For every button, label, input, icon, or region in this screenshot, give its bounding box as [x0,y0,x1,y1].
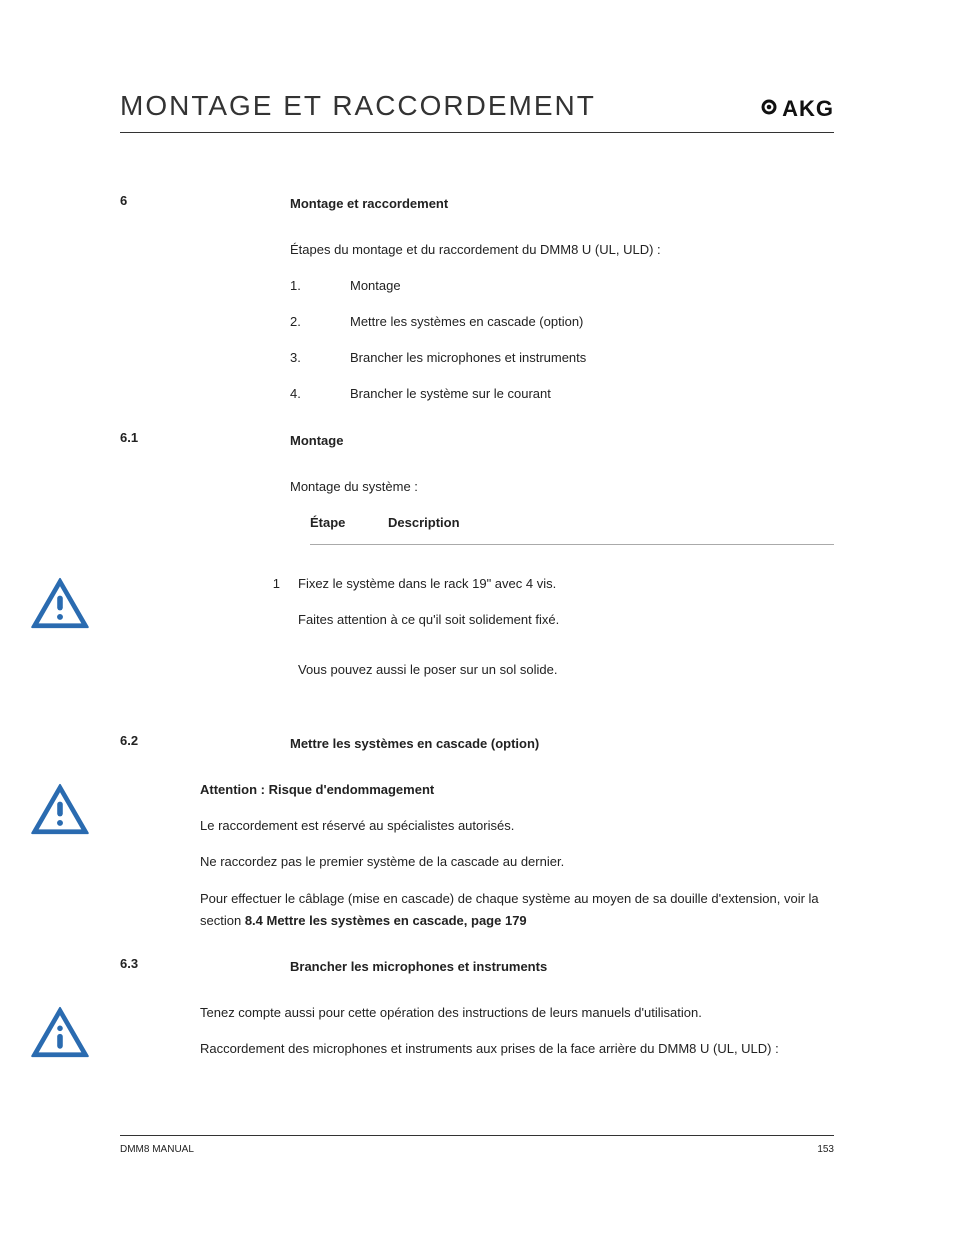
intro-text: Montage du système : [290,476,834,498]
footer: DMM8 MANUAL 153 [120,1135,834,1155]
paragraph: Ne raccordez pas le premier système de l… [200,851,834,873]
list-item: 1. Montage [290,275,834,297]
list-num: 4. [290,383,350,405]
warning-title: Attention : Risque d'endommagement [200,779,834,801]
caution-icon [30,573,120,634]
brand-logo: AKG [760,96,834,122]
paragraph: Tenez compte aussi pour cette opération … [200,1002,834,1024]
page: MONTAGE ET RACCORDEMENT AKG 6 Montage et… [0,0,954,1235]
section-61-row1: 1 Fixez le système dans le rack 19" avec… [120,573,834,695]
list-text: Mettre les systèmes en cascade (option) [350,311,583,333]
section-6-heading: 6 Montage et raccordement [120,193,834,215]
section-number: 6 [120,193,290,208]
table-header-step: Étape [310,512,388,534]
list-num: 1. [290,275,350,297]
section-62-body: Attention : Risque d'endommagement Le ra… [120,779,834,945]
section-61-body: Montage du système : Étape Description [120,476,834,563]
paragraph: Raccordement des microphones et instrume… [200,1038,834,1060]
table-row: 1 Fixez le système dans le rack 19" avec… [220,573,834,645]
section-title: Brancher les microphones et instruments [290,956,834,978]
section-number: 6.3 [120,956,290,971]
caution-icon [30,779,120,840]
section-title: Montage [290,430,834,452]
brand-text: AKG [782,96,834,122]
list-text: Montage [350,275,401,297]
step-text: Vous pouvez aussi le poser sur un sol so… [298,659,834,681]
section-63-heading: 6.3 Brancher les microphones et instrume… [120,956,834,978]
step-number: 1 [220,573,298,645]
list-text: Brancher le système sur le courant [350,383,551,405]
page-title: MONTAGE ET RACCORDEMENT [120,90,596,122]
list-text: Brancher les microphones et instruments [350,347,586,369]
footer-left: DMM8 MANUAL [120,1144,194,1155]
list-num: 2. [290,311,350,333]
section-62-heading: 6.2 Mettre les systèmes en cascade (opti… [120,733,834,755]
paragraph: Le raccordement est réservé au spécialis… [200,815,834,837]
list-item: 2. Mettre les systèmes en cascade (optio… [290,311,834,333]
step-text: Faites attention à ce qu'il soit solidem… [298,609,834,631]
header: MONTAGE ET RACCORDEMENT AKG [120,90,834,133]
table-header-desc: Description [388,512,834,534]
list-num: 3. [290,347,350,369]
section-title: Mettre les systèmes en cascade (option) [290,733,834,755]
section-63-body: Tenez compte aussi pour cette opération … [120,1002,834,1074]
section-61-heading: 6.1 Montage [120,430,834,452]
intro-text: Étapes du montage et du raccordement du … [290,239,834,261]
section-title: Montage et raccordement [290,193,834,215]
section-number: 6.1 [120,430,290,445]
info-icon [30,1002,120,1063]
content: 6 Montage et raccordement Étapes du mont… [120,193,834,1074]
brand-mark-icon [760,98,778,121]
section-number: 6.2 [120,733,290,748]
xref: 8.4 Mettre les systèmes en cascade, page… [245,913,527,928]
table-row: Vous pouvez aussi le poser sur un sol so… [220,659,834,681]
list-item: 4. Brancher le système sur le courant [290,383,834,405]
page-number: 153 [817,1144,834,1155]
step-table: Étape Description [310,512,834,545]
paragraph: Pour effectuer le câblage (mise en casca… [200,888,834,932]
list-item: 3. Brancher les microphones et instrumen… [290,347,834,369]
section-6-body: Étapes du montage et du raccordement du … [120,239,834,419]
step-text: Fixez le système dans le rack 19" avec 4… [298,573,834,595]
